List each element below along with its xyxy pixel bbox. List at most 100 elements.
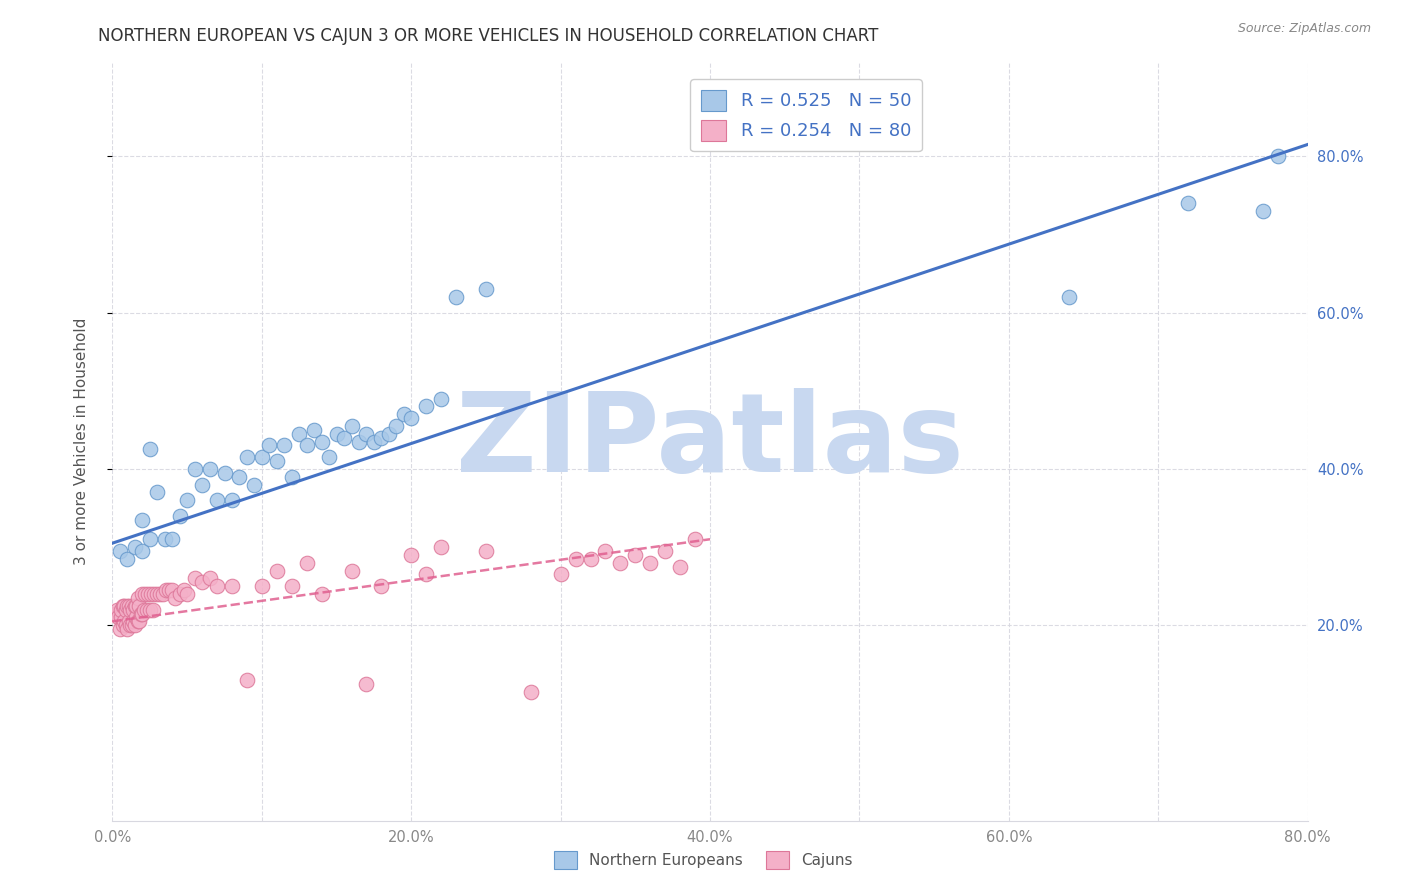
Point [295,556,318,570]
Point [1251,203,1274,218]
Point [157,582,180,597]
Point [138,587,160,601]
Y-axis label: 3 or more Vehicles in Household: 3 or more Vehicles in Household [75,318,89,566]
Point [1177,196,1199,211]
Point [146,485,169,500]
Point [118,615,141,629]
Point [333,431,356,445]
Point [139,602,162,616]
Point [221,579,243,593]
Point [107,610,129,624]
Point [347,434,370,449]
Point [122,615,145,629]
Point [183,462,205,476]
Point [114,599,135,613]
Text: ZIPatlas: ZIPatlas [456,388,965,495]
Point [415,400,437,414]
Point [259,438,281,452]
Point [325,426,347,441]
Point [370,579,392,593]
Point [131,544,153,558]
Point [243,477,266,491]
Point [191,477,214,491]
Point [236,450,259,465]
Point [125,610,148,624]
Point [683,533,706,547]
Point [191,575,214,590]
Point [288,426,311,441]
Point [129,607,152,621]
Point [143,587,166,601]
Legend: R = 0.525   N = 50, R = 0.254   N = 80: R = 0.525 N = 50, R = 0.254 N = 80 [690,79,922,152]
Point [139,533,162,547]
Point [415,567,437,582]
Point [142,602,165,616]
Point [110,610,132,624]
Point [111,618,134,632]
Point [131,513,153,527]
Point [221,493,243,508]
Point [392,407,415,421]
Point [302,423,325,437]
Point [111,599,134,613]
Point [127,591,149,605]
Point [124,540,146,554]
Point [520,684,543,698]
Point [139,442,162,457]
Point [114,615,135,629]
Point [125,599,148,613]
Point [146,587,169,601]
Point [281,469,304,483]
Point [117,622,139,636]
Point [198,571,221,585]
Point [205,579,228,593]
Point [624,548,647,562]
Point [155,582,177,597]
Point [135,602,157,616]
Point [124,599,146,613]
Point [141,587,163,601]
Point [401,548,423,562]
Point [363,434,385,449]
Point [105,602,128,616]
Point [153,533,176,547]
Point [131,587,153,601]
Point [132,602,155,616]
Point [165,591,187,605]
Point [128,599,150,613]
Point [117,599,139,613]
Point [401,411,423,425]
Point [1267,149,1289,163]
Point [356,677,378,691]
Point [370,431,392,445]
Point [169,587,191,601]
Point [595,544,617,558]
Point [579,551,602,566]
Point [198,462,221,476]
Point [228,469,250,483]
Point [273,438,295,452]
Point [108,622,131,636]
Point [205,493,228,508]
Point [475,282,498,296]
Point [134,587,156,601]
Point [120,602,142,616]
Point [356,426,378,441]
Point [176,587,198,601]
Point [104,607,127,621]
Legend: Northern Europeans, Cajuns: Northern Europeans, Cajuns [548,845,858,875]
Point [640,556,662,570]
Point [340,418,363,433]
Point [318,450,340,465]
Point [120,618,142,632]
Point [444,290,467,304]
Point [266,454,288,468]
Point [169,508,191,523]
Point [295,438,318,452]
Point [118,599,141,613]
Point [475,544,498,558]
Point [385,418,408,433]
Point [340,564,363,578]
Point [162,582,183,597]
Point [121,618,143,632]
